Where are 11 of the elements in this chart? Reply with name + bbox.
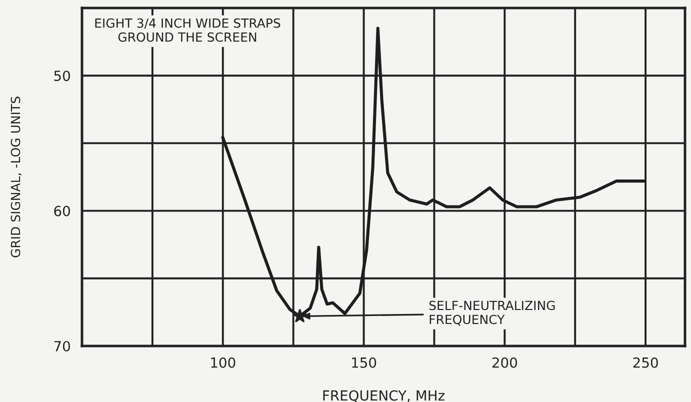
y-axis-title: GRID SIGNAL, -LOG UNITS [10, 96, 22, 258]
x-tick-label: 100 [211, 357, 236, 368]
y-tick-label: 50 [54, 70, 70, 82]
x-tick-label: 200 [492, 357, 517, 368]
x-tick-label: 250 [633, 357, 658, 368]
annotation: SELF-NEUTRALIZING FREQUENCY [429, 300, 555, 326]
x-tick-label: 150 [352, 357, 376, 368]
y-tick-label: 70 [54, 340, 70, 352]
x-axis-title: FREQUENCY, MHz [323, 390, 444, 402]
annotation: EIGHT 3/4 INCH WIDE STRAPS GROUND THE SCREEN [95, 18, 280, 42]
y-tick-label: 60 [54, 206, 70, 216]
